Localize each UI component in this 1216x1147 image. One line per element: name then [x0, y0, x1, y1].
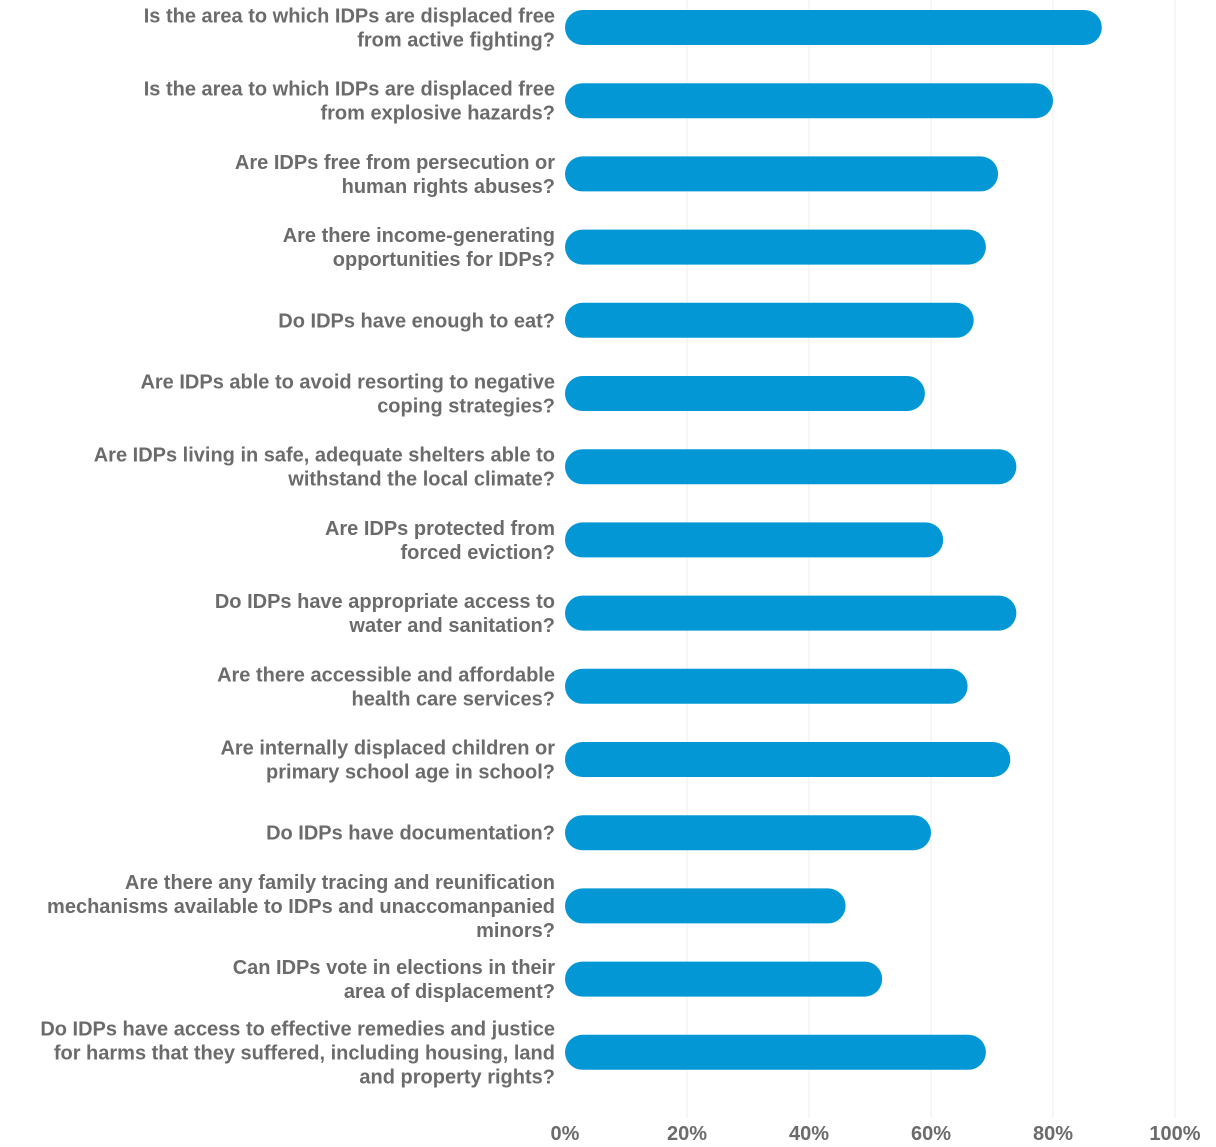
category-label: Are IDPs free from persecution or: [235, 152, 555, 174]
bar: [565, 449, 1017, 485]
category-label: and property rights?: [359, 1066, 555, 1088]
category-label: Are there any family tracing and reunifi…: [125, 872, 555, 894]
category-label: Is the area to which IDPs are displaced …: [144, 6, 555, 28]
x-tick-label: 80%: [1033, 1123, 1073, 1145]
category-label: Do IDPs have appropriate access to: [215, 591, 555, 613]
x-axis-ticks: 0% 20% 40% 60% 80% 100%: [551, 1123, 1201, 1145]
x-tick-label: 20%: [667, 1123, 707, 1145]
bar: [565, 742, 1011, 777]
category-label: Are there accessible and affordable: [217, 664, 555, 686]
category-label: health care services?: [352, 688, 555, 710]
category-label: minors?: [476, 920, 555, 942]
category-label: mechanisms available to IDPs and unaccom…: [47, 896, 555, 918]
bars: [565, 10, 1102, 1070]
category-label: Do IDPs have enough to eat?: [278, 310, 555, 332]
category-label: water and sanitation?: [348, 615, 555, 637]
bar: [565, 1034, 986, 1070]
category-label: withstand the local climate?: [287, 469, 555, 491]
bar: [565, 83, 1053, 119]
category-label: Are IDPs living in safe, adequate shelte…: [94, 445, 555, 467]
category-label: Are internally displaced children or: [220, 738, 555, 760]
bar: [565, 888, 846, 924]
bar: [565, 595, 1017, 631]
bar: [565, 229, 986, 265]
category-label: Do IDPs have documentation?: [266, 823, 555, 845]
bar: [565, 10, 1102, 45]
category-label: Are IDPs protected from: [325, 518, 555, 540]
category-label: for harms that they suffered, including …: [54, 1042, 555, 1064]
category-label: forced eviction?: [401, 542, 555, 564]
category-label: coping strategies?: [377, 396, 555, 418]
bar: [565, 376, 925, 411]
category-label: primary school age in school?: [266, 762, 555, 784]
x-tick-label: 60%: [911, 1123, 951, 1145]
bar: [565, 668, 968, 704]
category-label: from explosive hazards?: [320, 103, 555, 125]
bar: [565, 522, 944, 558]
x-tick-label: 100%: [1149, 1123, 1200, 1145]
category-label: Do IDPs have access to effective remedie…: [40, 1018, 555, 1040]
x-tick-label: 40%: [789, 1123, 829, 1145]
category-label: from active fighting?: [357, 30, 555, 52]
category-label: Can IDPs vote in elections in their: [233, 957, 556, 979]
category-label: opportunities for IDPs?: [333, 249, 555, 271]
category-label: Are there income-generating: [283, 225, 555, 247]
x-tick-label: 0%: [551, 1123, 580, 1145]
bar: [565, 815, 931, 851]
category-label: Are IDPs able to avoid resorting to nega…: [140, 372, 555, 394]
category-label: area of displacement?: [344, 981, 555, 1003]
bar: [565, 961, 883, 997]
category-label: human rights abuses?: [342, 176, 555, 198]
category-label: Is the area to which IDPs are displaced …: [144, 79, 555, 101]
bar: [565, 302, 974, 338]
bar: [565, 156, 999, 192]
category-labels: Is the area to which IDPs are displaced …: [40, 6, 555, 1089]
